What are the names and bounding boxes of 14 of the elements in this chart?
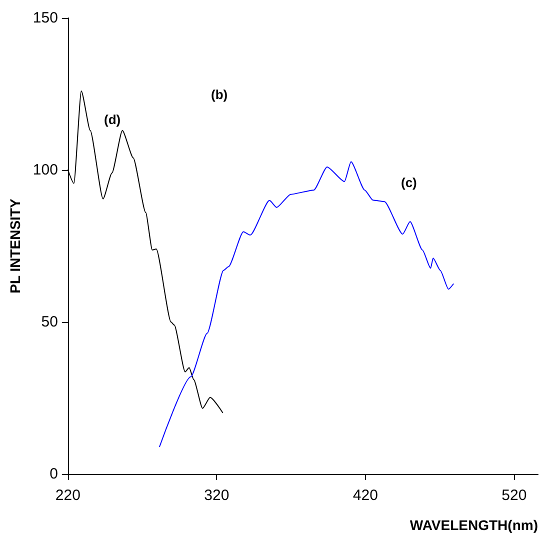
y-tick-label: 100	[32, 162, 58, 178]
annotation: (d)	[104, 112, 121, 127]
y-axis-title: PL INTENSITY	[7, 198, 23, 294]
x-tick-label: 420	[352, 487, 378, 504]
x-axis-title: WAVELENGTH(nm)	[410, 517, 538, 533]
line-series	[159, 161, 454, 448]
y-tick-label: 50	[41, 314, 58, 330]
x-tick-label: 520	[502, 487, 527, 504]
x-tick-label: 220	[55, 487, 80, 504]
y-tick-label: 0	[50, 466, 58, 482]
annotation: (c)	[401, 175, 417, 190]
annotation: (b)	[211, 87, 228, 102]
y-tick-label: 150	[32, 10, 58, 26]
x-tick-label: 320	[204, 487, 230, 504]
